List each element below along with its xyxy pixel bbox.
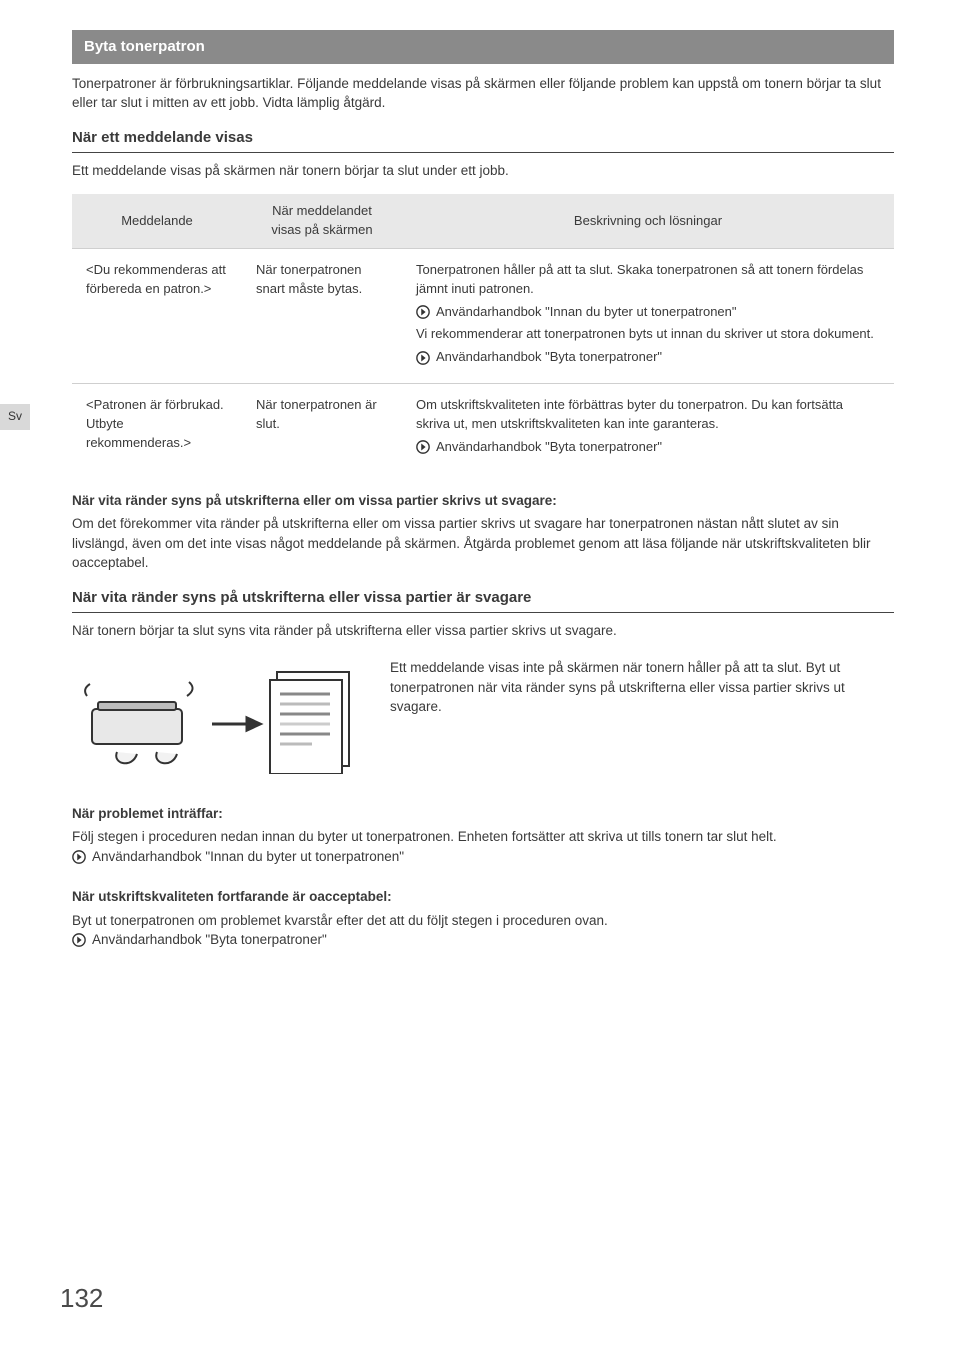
arrow-circle-icon	[416, 440, 430, 454]
streaks-note-body: Om det förekommer vita ränder på utskrif…	[72, 514, 894, 573]
table-row: <Du rekommenderas att förbereda en patro…	[72, 248, 894, 383]
page-content: Byta tonerpatron Tonerpatroner är förbru…	[0, 0, 954, 993]
reference-text: Användarhandbok "Byta tonerpatroner"	[436, 348, 662, 367]
lead-message-shown: Ett meddelande visas på skärmen när tone…	[72, 161, 894, 181]
heading-message-shown: När ett meddelande visas	[72, 127, 894, 153]
reference-text: Användarhandbok "Byta tonerpatroner"	[436, 438, 662, 457]
page-number: 132	[60, 1280, 103, 1318]
desc-text: Om utskriftskvaliteten inte förbättras b…	[416, 396, 880, 434]
reference-line: Användarhandbok "Byta tonerpatroner"	[416, 348, 662, 367]
table-cell-when: När tonerpatronen är slut.	[242, 384, 402, 473]
table-cell-when: När tonerpatronen snart måste bytas.	[242, 248, 402, 383]
illustration-row: Ett meddelande visas inte på skärmen när…	[72, 654, 894, 780]
table-header-when: När meddelandet visas på skärmen	[242, 194, 402, 248]
arrow-circle-icon	[72, 850, 86, 864]
desc-text: Tonerpatronen håller på att ta slut. Ska…	[416, 261, 880, 299]
arrow-circle-icon	[416, 305, 430, 319]
problem-title: När problemet inträffar:	[72, 804, 894, 824]
table-header-desc: Beskrivning och lösningar	[402, 194, 894, 248]
problem-ref-text: Användarhandbok "Innan du byter ut toner…	[92, 847, 404, 867]
streaks-note-title: När vita ränder syns på utskrifterna ell…	[72, 491, 894, 511]
toner-illustration	[72, 654, 362, 774]
table-cell-message: <Patronen är förbrukad. Utbyte rekommend…	[72, 384, 242, 473]
table-cell-message: <Du rekommenderas att förbereda en patro…	[72, 248, 242, 383]
quality-body: Byt ut tonerpatronen om problemet kvarst…	[72, 911, 894, 931]
illustration-caption: Ett meddelande visas inte på skärmen när…	[390, 654, 894, 780]
arrow-circle-icon	[72, 933, 86, 947]
intro-text: Tonerpatroner är förbrukningsartiklar. F…	[72, 74, 894, 113]
table-cell-desc: Om utskriftskvaliteten inte förbättras b…	[402, 384, 894, 473]
illustration-block	[72, 654, 362, 780]
problem-ref: Användarhandbok "Innan du byter ut toner…	[72, 847, 404, 867]
table-header-message: Meddelande	[72, 194, 242, 248]
heading-streaks: När vita ränder syns på utskrifterna ell…	[72, 587, 894, 613]
reference-text: Användarhandbok "Innan du byter ut toner…	[436, 303, 737, 322]
table-cell-desc: Tonerpatronen håller på att ta slut. Ska…	[402, 248, 894, 383]
reference-line: Användarhandbok "Byta tonerpatroner"	[416, 438, 662, 457]
reference-line: Användarhandbok "Innan du byter ut toner…	[416, 303, 737, 322]
arrow-circle-icon	[416, 351, 430, 365]
quality-title: När utskriftskvaliteten fortfarande är o…	[72, 887, 894, 907]
desc-text: Vi rekommenderar att tonerpatronen byts …	[416, 325, 880, 344]
table-row: <Patronen är förbrukad. Utbyte rekommend…	[72, 384, 894, 473]
language-tab: Sv	[0, 404, 30, 430]
lead-streaks: När tonern börjar ta slut syns vita ränd…	[72, 621, 894, 641]
section-title-bar: Byta tonerpatron	[72, 30, 894, 64]
messages-table: Meddelande När meddelandet visas på skär…	[72, 194, 894, 472]
problem-body: Följ stegen i proceduren nedan innan du …	[72, 827, 894, 847]
quality-ref-text: Användarhandbok "Byta tonerpatroner"	[92, 930, 327, 950]
quality-ref: Användarhandbok "Byta tonerpatroner"	[72, 930, 327, 950]
